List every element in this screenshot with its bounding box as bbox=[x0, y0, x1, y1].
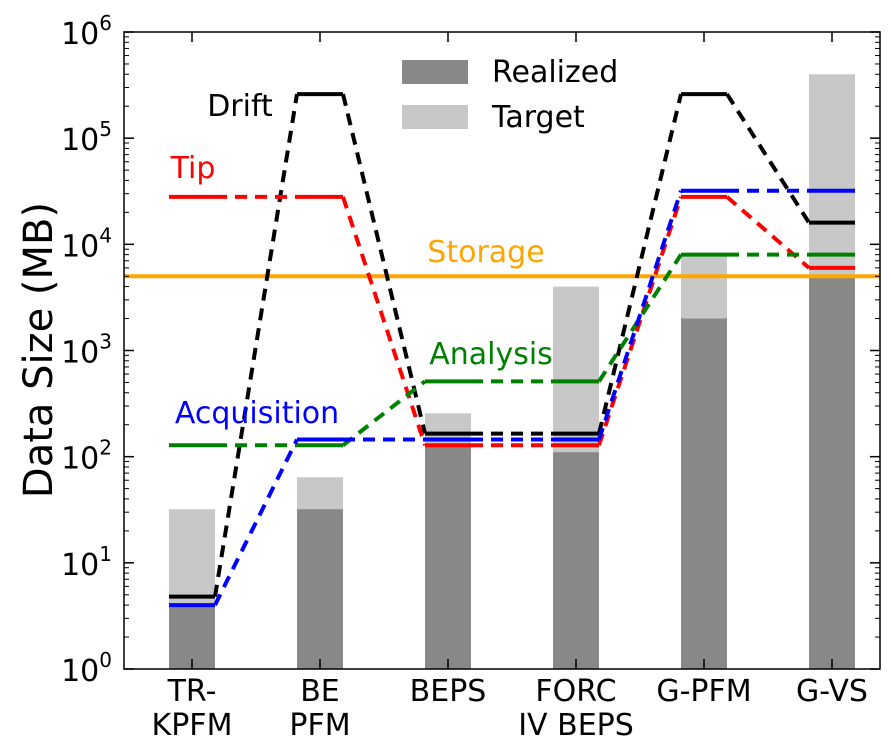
x-tick-label-2: BEPS bbox=[410, 674, 487, 709]
series-label-acquisition: Acquisition bbox=[175, 396, 339, 431]
x-tick-label-1: PFM bbox=[289, 708, 350, 742]
series-drift-connector-1 bbox=[341, 93, 427, 435]
y-tick-label-3: 103 bbox=[61, 330, 112, 371]
bar-realized-1 bbox=[297, 509, 343, 669]
y-tick-label-1: 101 bbox=[61, 542, 112, 583]
bar-realized-3 bbox=[553, 452, 599, 669]
series-label-storage: Storage bbox=[427, 235, 544, 270]
series-label-tip: Tip bbox=[170, 151, 216, 186]
series-drift-connector-3 bbox=[597, 93, 683, 435]
y-tick-label-6: 106 bbox=[61, 11, 112, 52]
y-axis-label: Data Size (MB) bbox=[16, 202, 62, 498]
series-tip-connector-4 bbox=[725, 195, 811, 270]
x-tick-label-1: BE bbox=[300, 674, 340, 709]
series-analysis-connector-3 bbox=[597, 253, 683, 383]
series-tip-connector-1 bbox=[341, 196, 427, 446]
x-tick-label-0: TR- bbox=[167, 674, 217, 709]
y-tick-label-5: 105 bbox=[61, 117, 112, 158]
series-acquisition-connector-0 bbox=[213, 438, 299, 606]
y-tick-label-2: 102 bbox=[61, 436, 112, 477]
x-tick-label-3: FORC bbox=[535, 674, 616, 709]
legend: Realized Target bbox=[402, 55, 618, 135]
bars-layer bbox=[169, 74, 855, 669]
bar-realized-4 bbox=[681, 318, 727, 669]
y-tick-label-0: 100 bbox=[61, 648, 112, 689]
x-tick-label-3: IV BEPS bbox=[518, 708, 634, 742]
labels-layer: Drift Tip Analysis Acquisition Storage bbox=[170, 89, 553, 431]
x-tick-label-5: G-VS bbox=[796, 674, 868, 709]
legend-swatch-realized bbox=[402, 60, 468, 84]
series-acquisition-connector-3 bbox=[597, 190, 683, 441]
bar-realized-2 bbox=[425, 445, 471, 669]
series-analysis-connector-1 bbox=[341, 379, 427, 447]
legend-label-target: Target bbox=[491, 100, 585, 135]
bar-realized-0 bbox=[169, 605, 215, 669]
y-tick-label-4: 104 bbox=[61, 223, 112, 264]
bar-realized-5 bbox=[809, 276, 855, 669]
series-drift-connector-0 bbox=[213, 93, 299, 597]
legend-swatch-target bbox=[402, 105, 468, 129]
series-label-drift: Drift bbox=[207, 89, 273, 124]
series-drift-connector-4 bbox=[725, 93, 811, 224]
x-tick-label-0: KPFM bbox=[152, 708, 233, 742]
series-label-analysis: Analysis bbox=[429, 337, 553, 372]
x-tick-label-4: G-PFM bbox=[656, 674, 751, 709]
lines-layer bbox=[124, 92, 880, 608]
legend-label-realized: Realized bbox=[492, 55, 618, 90]
